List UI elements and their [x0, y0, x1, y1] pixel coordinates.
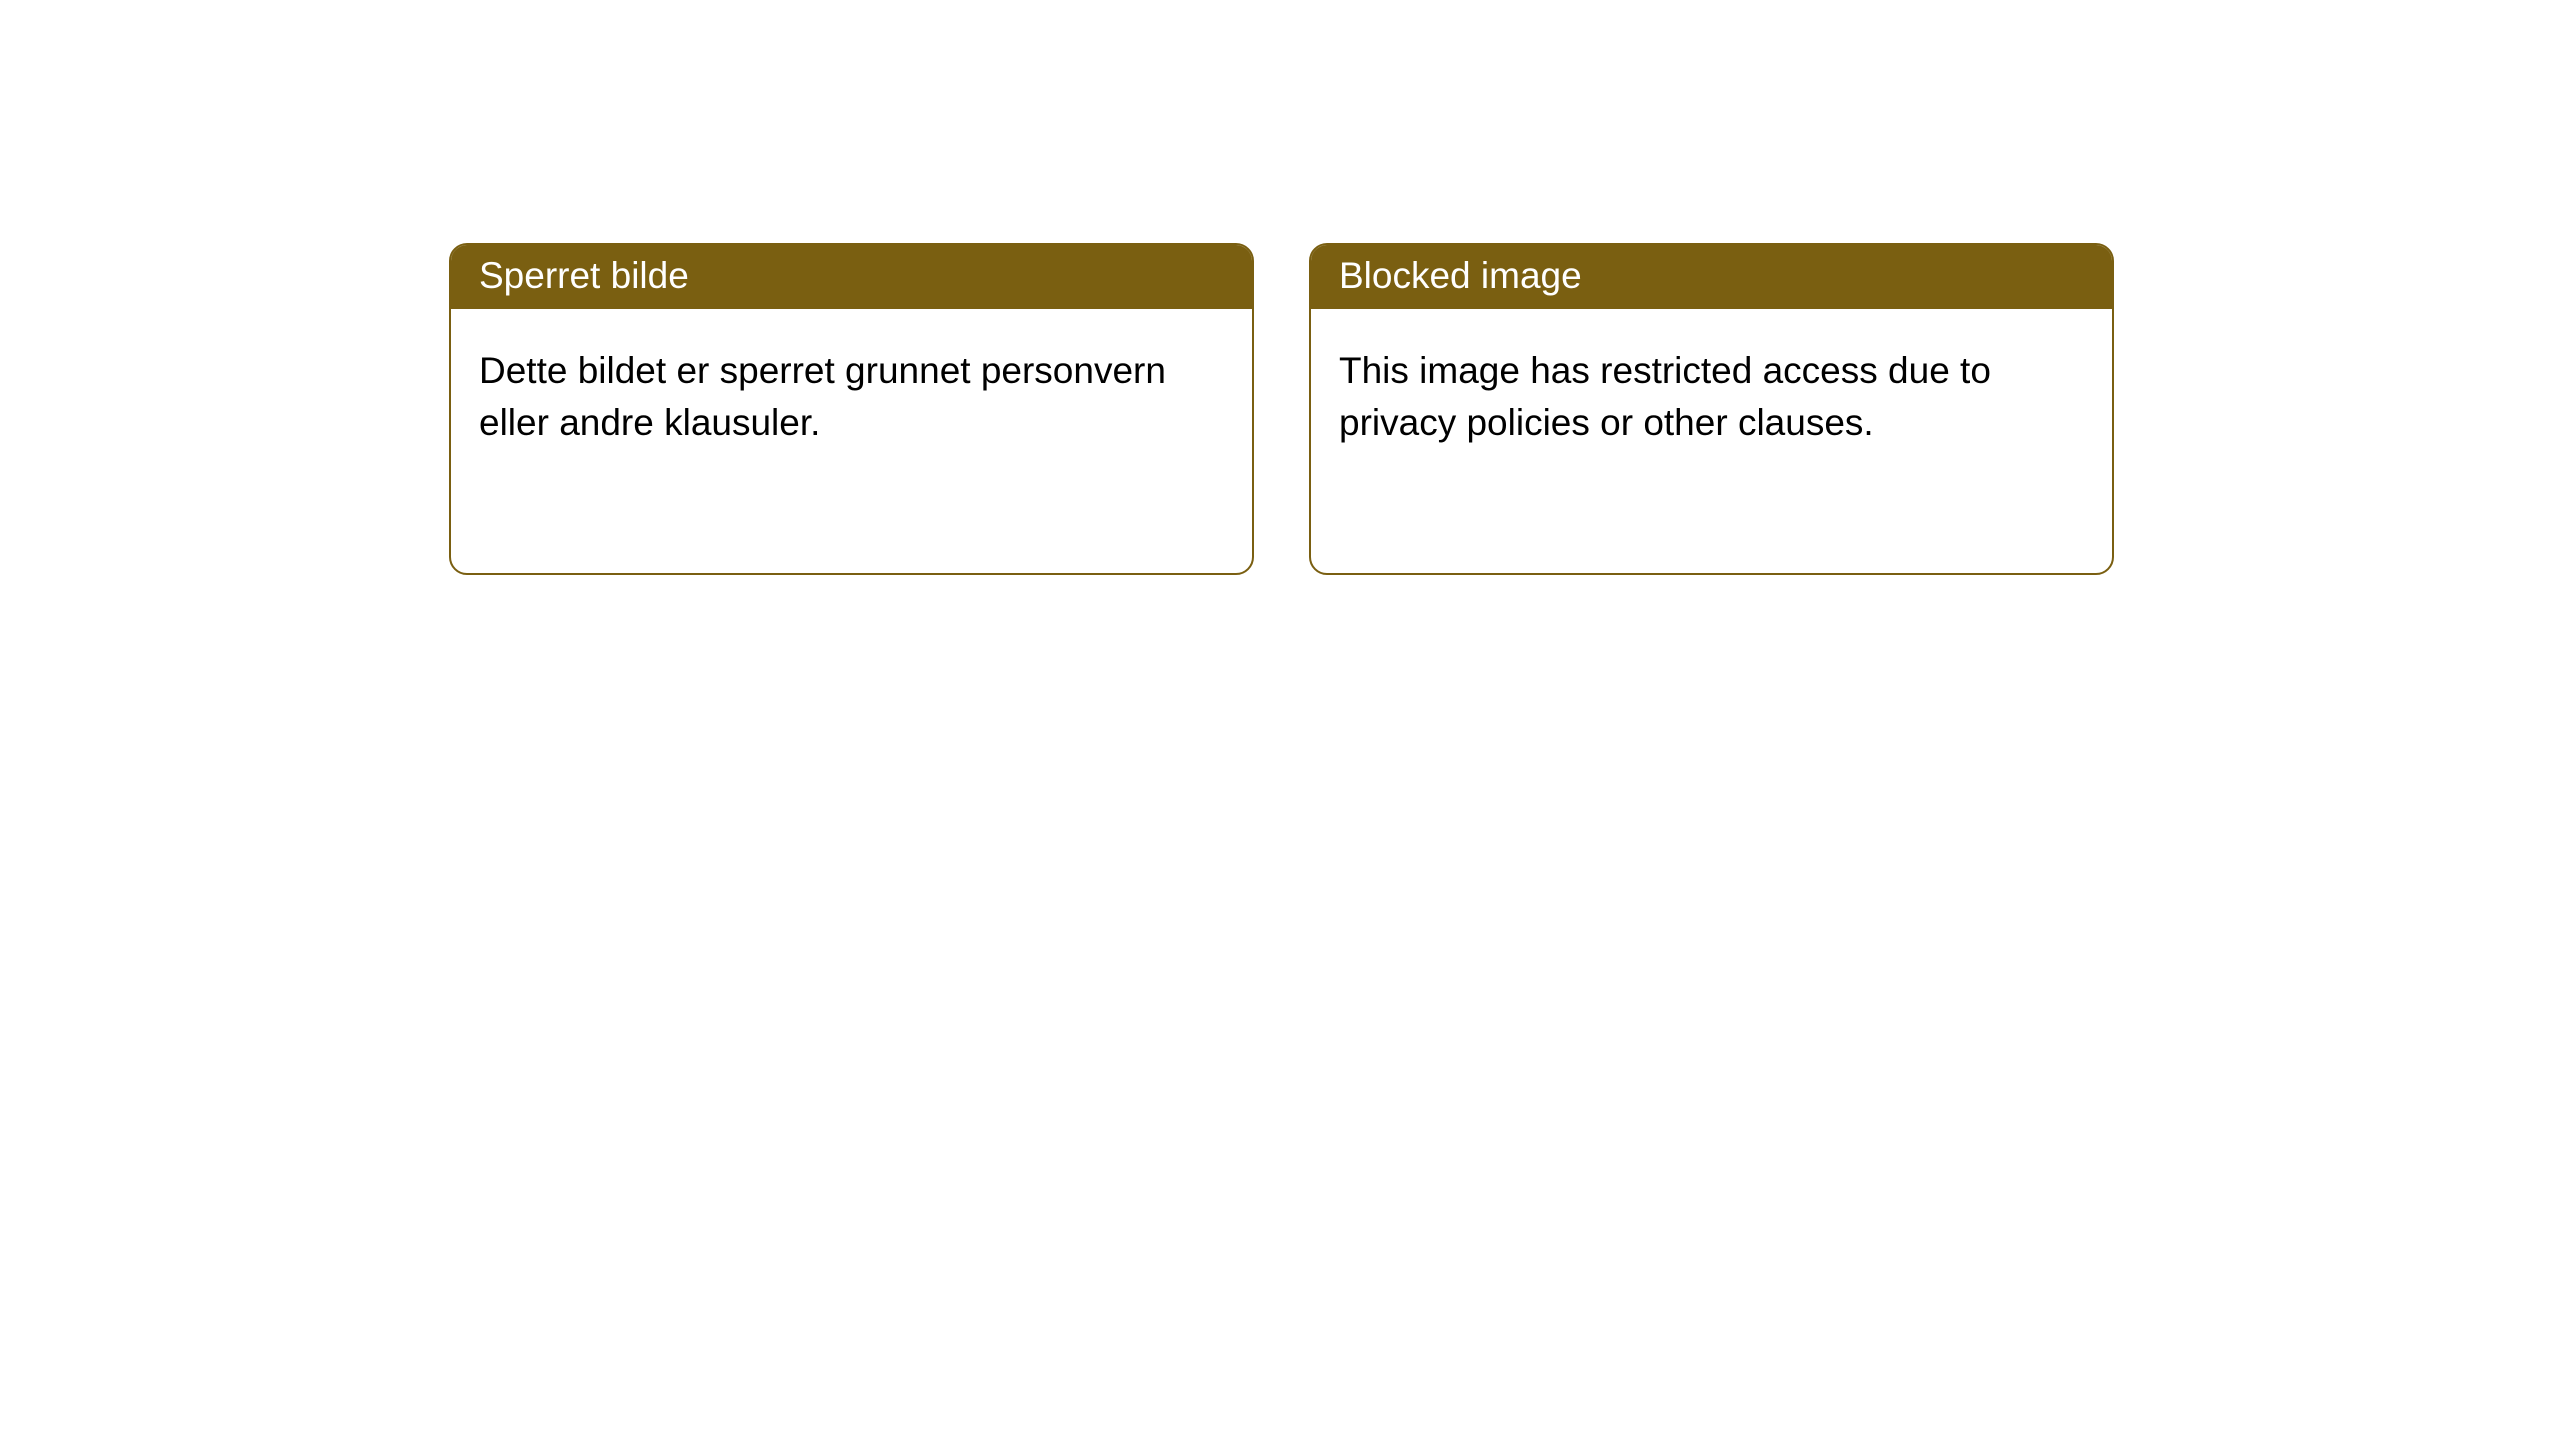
notice-body: Dette bildet er sperret grunnet personve… [451, 309, 1252, 485]
notice-container: Sperret bilde Dette bildet er sperret gr… [0, 0, 2560, 575]
notice-box-norwegian: Sperret bilde Dette bildet er sperret gr… [449, 243, 1254, 575]
notice-box-english: Blocked image This image has restricted … [1309, 243, 2114, 575]
notice-header: Sperret bilde [451, 245, 1252, 309]
notice-body: This image has restricted access due to … [1311, 309, 2112, 485]
notice-header: Blocked image [1311, 245, 2112, 309]
